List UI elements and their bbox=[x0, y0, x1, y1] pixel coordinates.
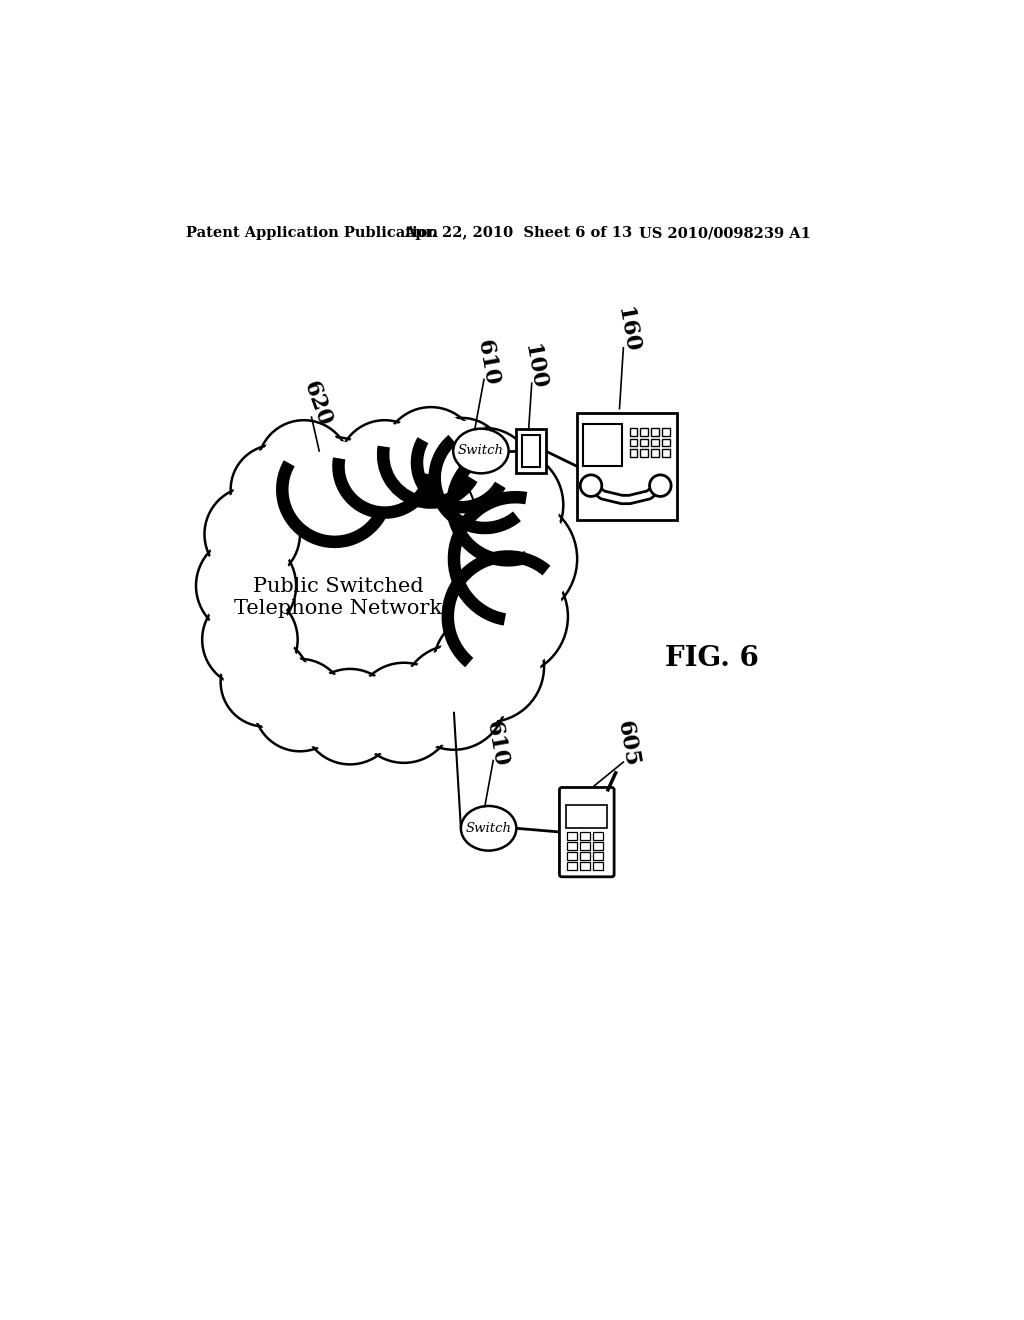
Circle shape bbox=[447, 557, 568, 677]
Circle shape bbox=[387, 411, 475, 499]
Circle shape bbox=[339, 420, 431, 512]
Bar bbox=[584, 424, 622, 466]
Bar bbox=[578, 413, 677, 520]
Circle shape bbox=[206, 595, 294, 684]
Bar bbox=[651, 449, 658, 457]
Text: Switch: Switch bbox=[466, 822, 512, 834]
Circle shape bbox=[205, 487, 300, 582]
Bar bbox=[640, 428, 648, 436]
Text: Patent Application Publication: Patent Application Publication bbox=[186, 226, 438, 240]
Text: 610: 610 bbox=[472, 338, 502, 387]
FancyBboxPatch shape bbox=[559, 788, 614, 876]
Bar bbox=[640, 438, 648, 446]
Circle shape bbox=[437, 615, 540, 718]
Circle shape bbox=[302, 669, 397, 764]
Circle shape bbox=[287, 441, 383, 537]
Text: FIG. 6: FIG. 6 bbox=[665, 645, 759, 672]
Circle shape bbox=[234, 449, 316, 531]
Bar bbox=[662, 428, 670, 436]
Text: 610: 610 bbox=[481, 719, 511, 768]
Bar bbox=[662, 438, 670, 446]
Circle shape bbox=[220, 638, 310, 726]
Circle shape bbox=[457, 454, 559, 556]
Bar bbox=[516, 429, 546, 474]
Bar bbox=[640, 449, 648, 457]
Circle shape bbox=[258, 420, 350, 512]
Bar bbox=[651, 428, 658, 436]
Bar bbox=[567, 853, 578, 859]
Circle shape bbox=[230, 445, 319, 535]
Circle shape bbox=[433, 611, 544, 722]
Text: Switch: Switch bbox=[458, 445, 504, 458]
Ellipse shape bbox=[454, 429, 509, 474]
Bar bbox=[567, 842, 578, 850]
Bar bbox=[581, 862, 590, 870]
Circle shape bbox=[435, 428, 535, 528]
Circle shape bbox=[354, 663, 454, 763]
Bar bbox=[651, 438, 658, 446]
Bar bbox=[593, 832, 603, 840]
Bar bbox=[566, 805, 607, 829]
Circle shape bbox=[202, 591, 298, 688]
Circle shape bbox=[649, 475, 671, 496]
Circle shape bbox=[453, 561, 563, 672]
Text: 160: 160 bbox=[612, 305, 642, 354]
Circle shape bbox=[283, 437, 387, 541]
Text: 620: 620 bbox=[299, 378, 336, 429]
Circle shape bbox=[257, 663, 342, 747]
Bar bbox=[630, 449, 637, 457]
Circle shape bbox=[342, 424, 427, 510]
Circle shape bbox=[459, 502, 572, 615]
Circle shape bbox=[417, 418, 506, 507]
Text: Public Switched
Telephone Network: Public Switched Telephone Network bbox=[234, 577, 442, 618]
Circle shape bbox=[306, 673, 394, 760]
Circle shape bbox=[454, 498, 578, 620]
Circle shape bbox=[421, 421, 503, 504]
Bar bbox=[662, 449, 670, 457]
Circle shape bbox=[357, 667, 450, 759]
Bar bbox=[593, 842, 603, 850]
Circle shape bbox=[254, 659, 346, 751]
Circle shape bbox=[438, 432, 530, 524]
Circle shape bbox=[224, 642, 306, 723]
Bar bbox=[581, 832, 590, 840]
Circle shape bbox=[406, 649, 502, 746]
Circle shape bbox=[383, 407, 478, 503]
Text: 605: 605 bbox=[612, 719, 642, 768]
Circle shape bbox=[208, 490, 296, 578]
Bar bbox=[567, 862, 578, 870]
Text: US 2010/0098239 A1: US 2010/0098239 A1 bbox=[639, 226, 811, 240]
Text: 100: 100 bbox=[519, 342, 549, 391]
Circle shape bbox=[200, 540, 292, 632]
Bar bbox=[593, 862, 603, 870]
Bar bbox=[630, 438, 637, 446]
Bar bbox=[630, 428, 637, 436]
Ellipse shape bbox=[461, 807, 516, 850]
Bar bbox=[581, 853, 590, 859]
Circle shape bbox=[196, 536, 296, 636]
Circle shape bbox=[401, 645, 506, 750]
Bar bbox=[581, 842, 590, 850]
Bar bbox=[567, 832, 578, 840]
Bar bbox=[593, 853, 603, 859]
Bar bbox=[521, 434, 541, 467]
Circle shape bbox=[261, 424, 346, 510]
Text: Apr. 22, 2010  Sheet 6 of 13: Apr. 22, 2010 Sheet 6 of 13 bbox=[403, 226, 632, 240]
Circle shape bbox=[453, 449, 563, 560]
Circle shape bbox=[581, 475, 602, 496]
